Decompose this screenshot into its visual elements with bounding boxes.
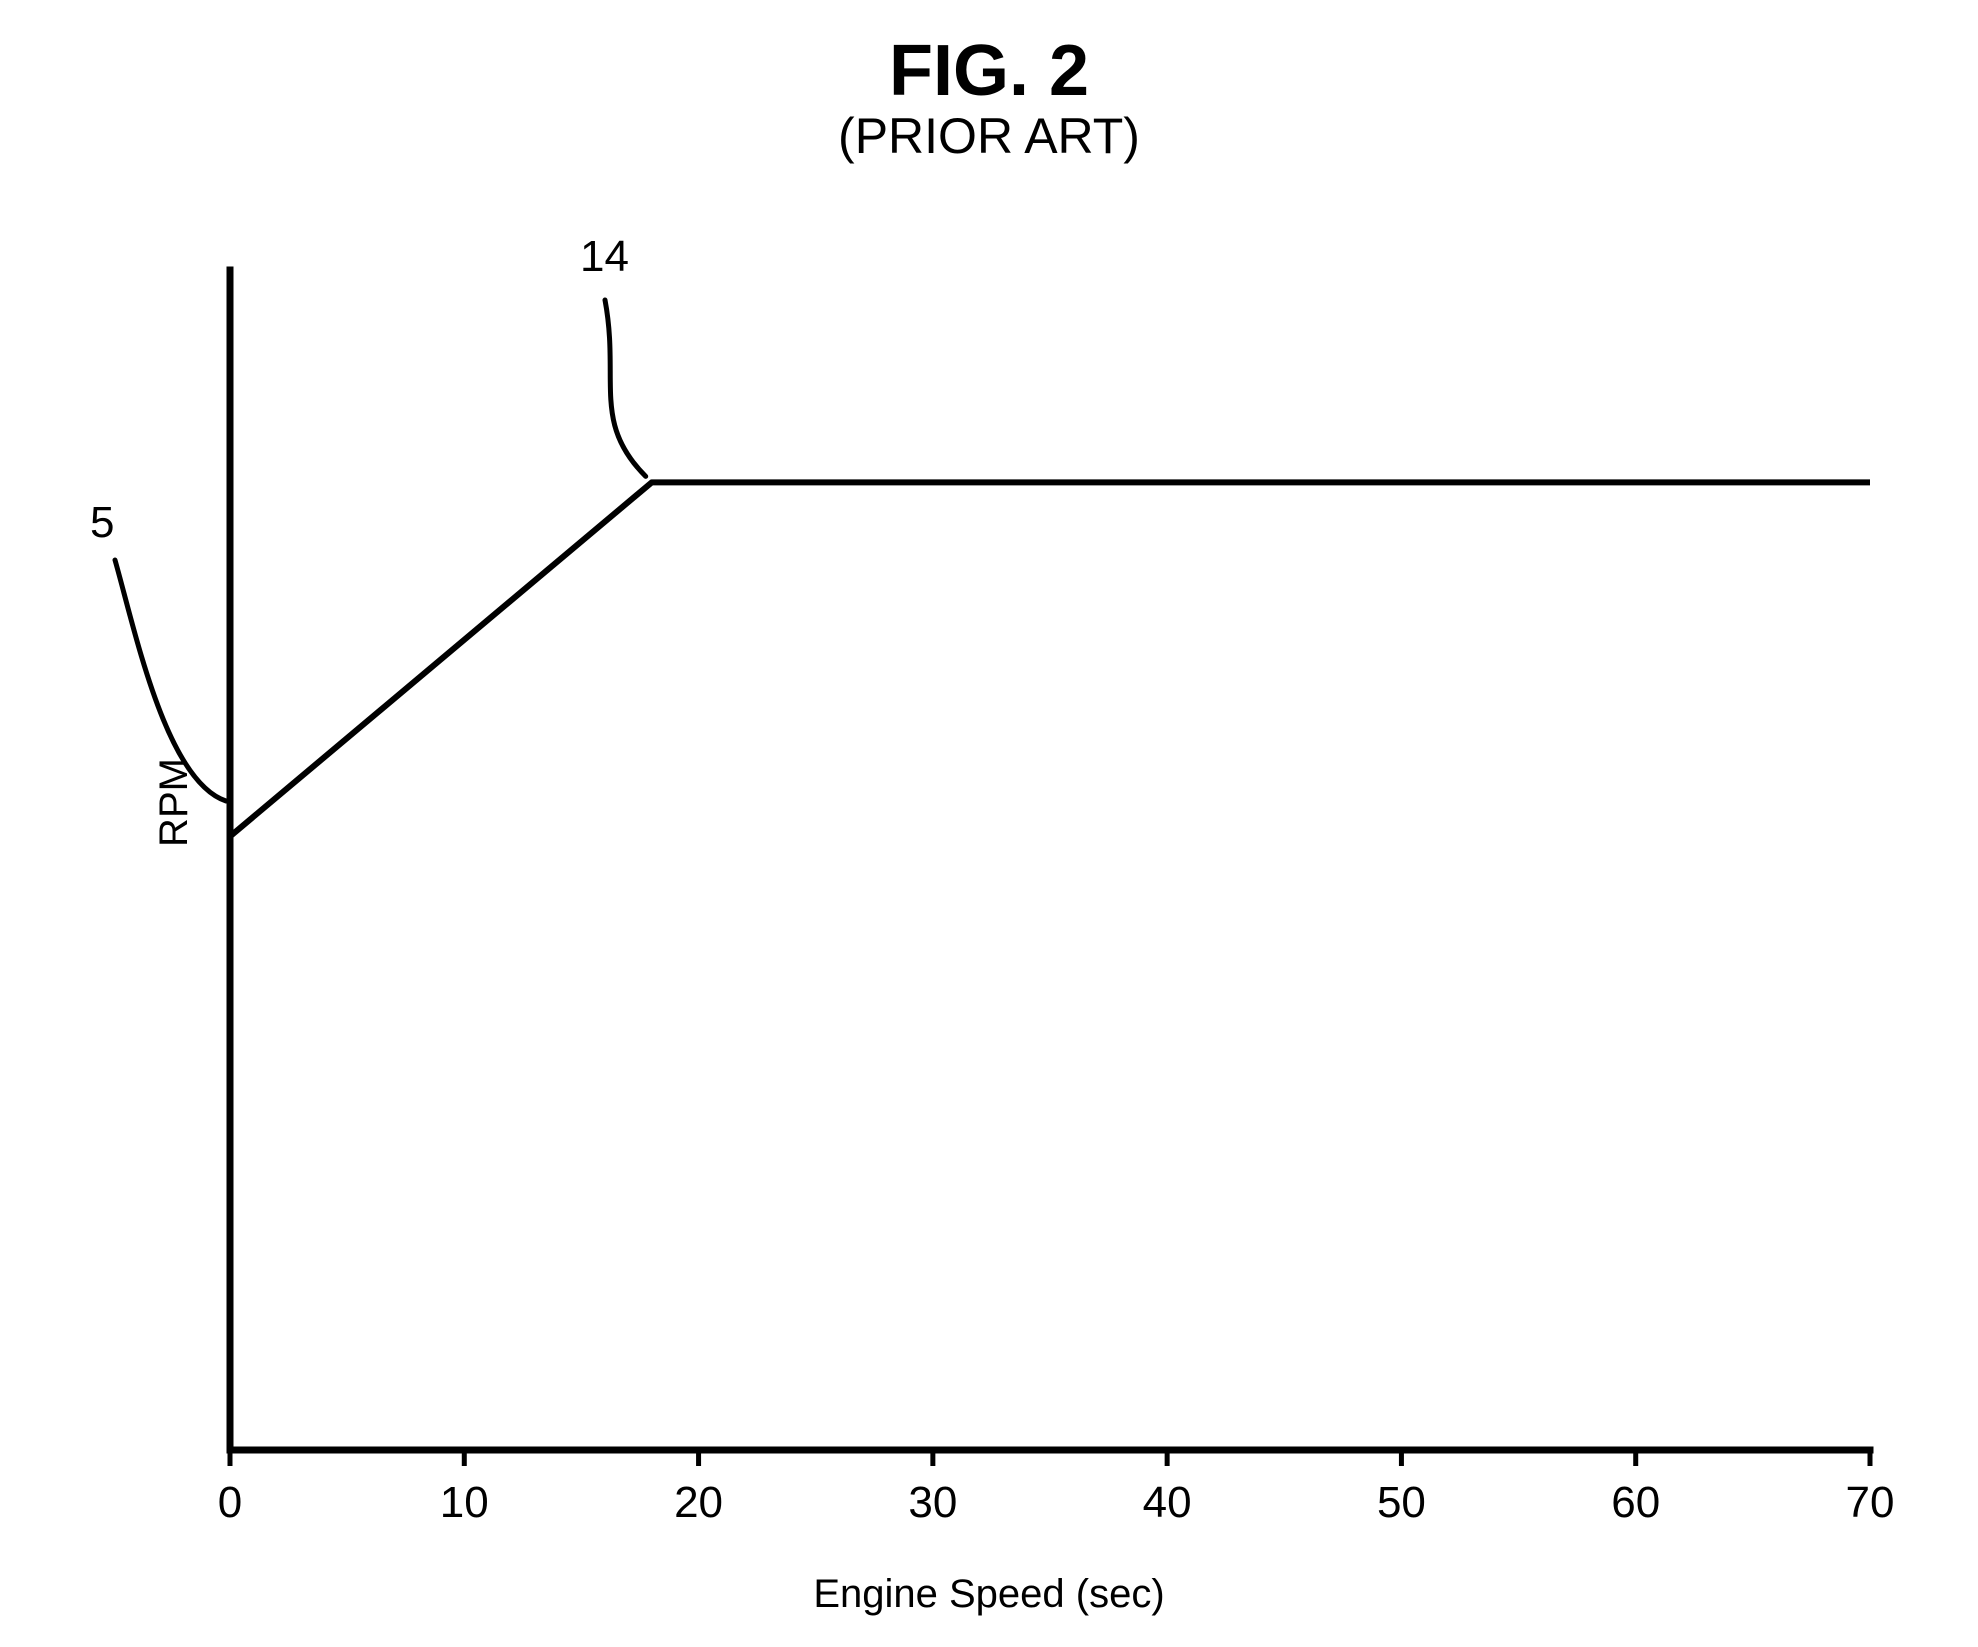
annotation-label-14: 14: [580, 232, 629, 282]
y-axis-label: RPM: [152, 758, 197, 847]
x-tick-label: 40: [1137, 1478, 1197, 1528]
x-tick-label: 50: [1371, 1478, 1431, 1528]
data-line: [230, 482, 1870, 836]
x-tick-label: 30: [903, 1478, 963, 1528]
x-tick-label: 10: [434, 1478, 494, 1528]
chart-svg: [0, 0, 1978, 1647]
x-axis-label: Engine Speed (sec): [813, 1572, 1164, 1617]
leader-14: [605, 300, 646, 476]
figure-container: FIG. 2 (PRIOR ART) RPM Engine Speed (sec…: [0, 0, 1978, 1647]
x-tick-label: 60: [1606, 1478, 1666, 1528]
x-tick-label: 70: [1840, 1478, 1900, 1528]
annotation-label-5: 5: [90, 498, 114, 548]
x-tick-label: 0: [200, 1478, 260, 1528]
x-tick-label: 20: [669, 1478, 729, 1528]
